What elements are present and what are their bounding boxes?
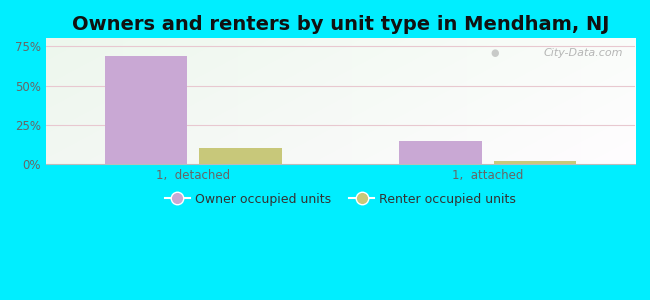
Text: ●: ● [491, 48, 499, 59]
Title: Owners and renters by unit type in Mendham, NJ: Owners and renters by unit type in Mendh… [72, 15, 609, 34]
Text: City-Data.com: City-Data.com [543, 48, 623, 59]
Bar [105, 56, 187, 164]
Bar [493, 161, 576, 164]
Bar [399, 141, 482, 164]
Legend: Owner occupied units, Renter occupied units: Owner occupied units, Renter occupied un… [159, 188, 521, 211]
Bar [199, 148, 281, 164]
